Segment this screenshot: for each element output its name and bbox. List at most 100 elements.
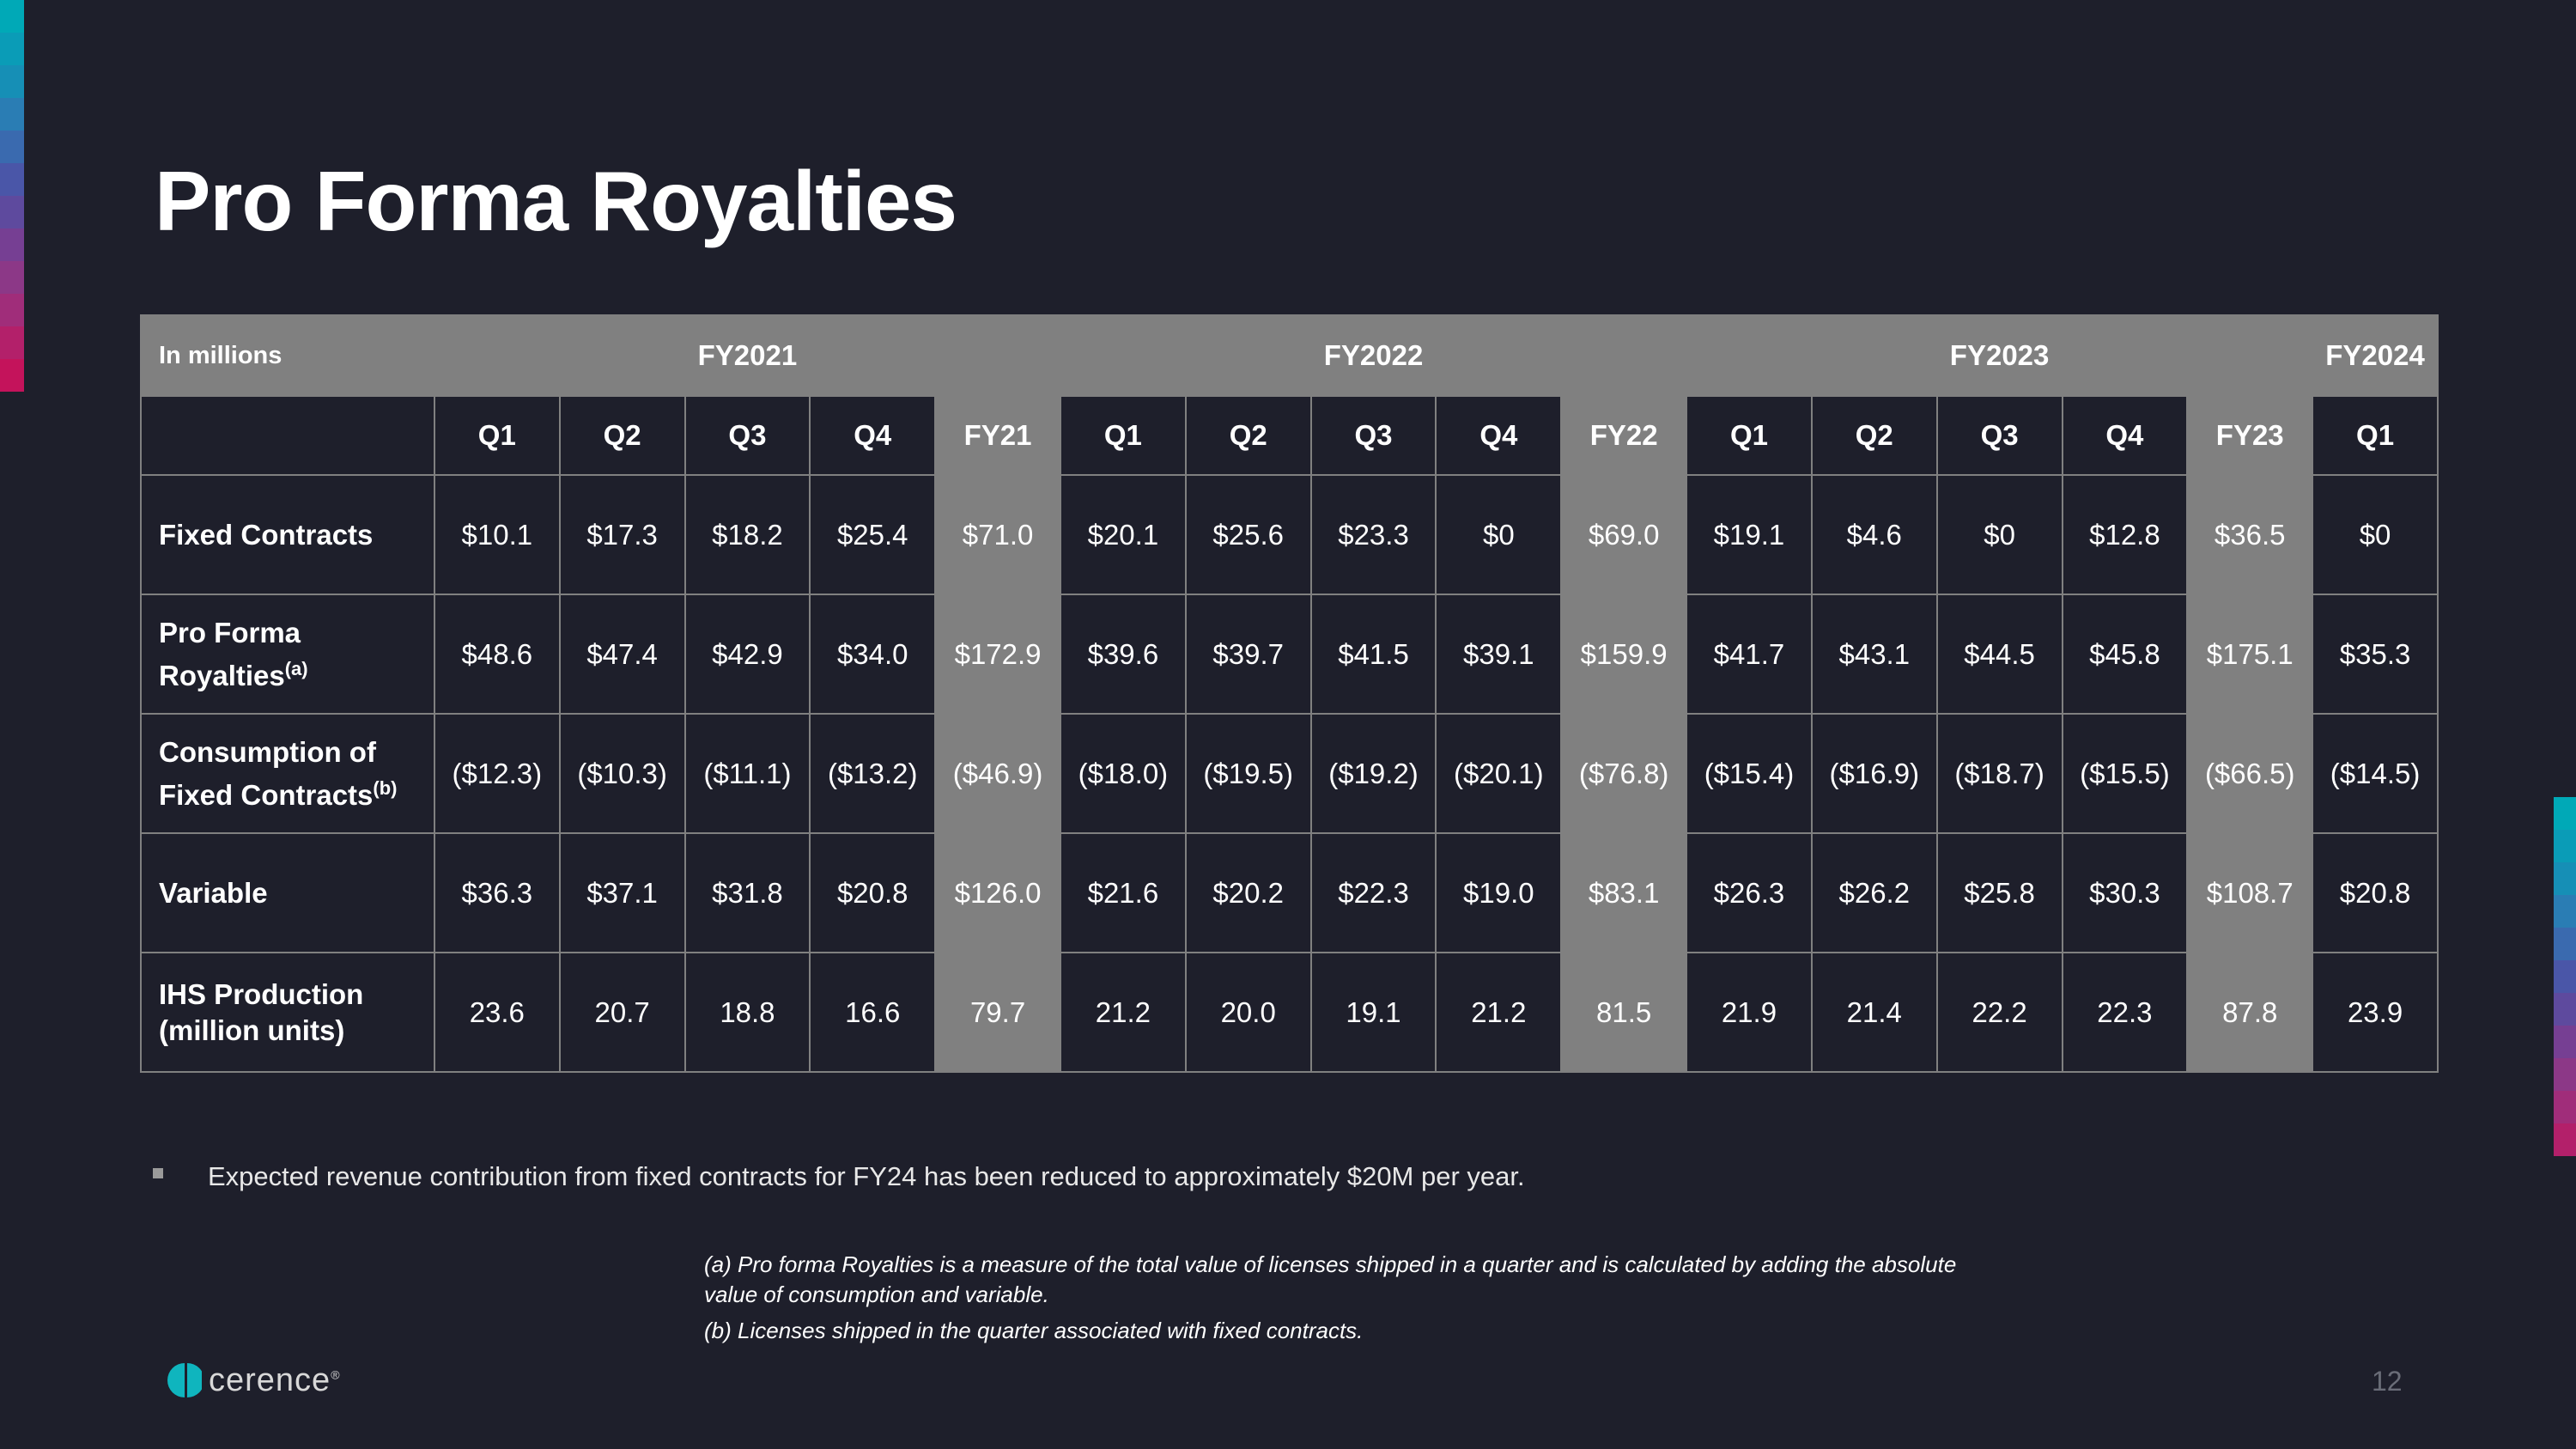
column-header: Q2	[1184, 395, 1312, 476]
row-label-text: Pro Forma Royalties	[159, 616, 301, 691]
table-cell: 20.7	[558, 952, 686, 1073]
table-cell: $159.9	[1560, 594, 1688, 715]
row-label-text: Variable	[159, 876, 268, 909]
row-label-text: Fixed Contracts	[159, 518, 374, 551]
table-cell: ($10.3)	[558, 713, 686, 834]
table-cell: $26.2	[1810, 832, 1938, 953]
table-cell: $22.3	[1309, 832, 1437, 953]
table-cell: $4.6	[1810, 474, 1938, 595]
table-cell: 87.8	[2186, 952, 2314, 1073]
column-header: Q4	[2061, 395, 2189, 476]
footnote-a: (a) Pro forma Royalties is a measure of …	[704, 1251, 1957, 1307]
table-cell: $19.0	[1435, 832, 1563, 953]
table-cell: $43.1	[1810, 594, 1938, 715]
table-cell: ($14.5)	[2312, 713, 2439, 834]
slide-title: Pro Forma Royalties	[155, 154, 957, 248]
column-header: Q2	[1810, 395, 1938, 476]
footnotes: (a) Pro forma Royalties is a measure of …	[704, 1250, 1992, 1346]
table-cell: $31.8	[683, 832, 811, 953]
column-header: Q1	[2312, 395, 2439, 476]
row-variable: Variable $36.3 $37.1 $31.8 $20.8 $126.0 $21.6 $…	[140, 832, 2439, 953]
table-cell: $126.0	[934, 832, 1061, 953]
cerence-logo: cerence®	[167, 1359, 341, 1402]
table-cell: $39.7	[1184, 594, 1312, 715]
row-pro-forma-royalties: Pro Forma Royalties(a) $48.6 $47.4 $42.9 $34…	[140, 594, 2439, 715]
table-cell: $39.1	[1435, 594, 1563, 715]
strip-segment	[0, 261, 24, 294]
table-cell: ($12.3)	[433, 713, 561, 834]
strip-segment	[2554, 862, 2576, 895]
right-color-strip	[2554, 797, 2576, 1156]
row-label: IHS Production (million units)	[140, 952, 435, 1073]
table-cell: $172.9	[934, 594, 1061, 715]
footnote-marker: (a)	[284, 657, 308, 679]
strip-segment	[0, 65, 24, 98]
table-cell: $36.5	[2186, 474, 2314, 595]
table-cell: $34.0	[809, 594, 937, 715]
table-cell: 20.0	[1184, 952, 1312, 1073]
table-cell: 23.6	[433, 952, 561, 1073]
strip-segment	[2554, 993, 2576, 1026]
left-color-strip	[0, 0, 24, 392]
bullet-text: Expected revenue contribution from fixed…	[208, 1161, 1525, 1191]
table-cell: $20.8	[809, 832, 937, 953]
table-cell: $19.1	[1686, 474, 1813, 595]
table-cell: $20.2	[1184, 832, 1312, 953]
bullet-marker	[153, 1167, 163, 1178]
year-header-row: In millions FY2021 FY2022 FY2023 FY2024	[140, 314, 2439, 397]
strip-segment	[2554, 1058, 2576, 1091]
table-cell: 22.2	[1935, 952, 2063, 1073]
column-header: Q2	[558, 395, 686, 476]
cerence-logo-icon	[167, 1363, 202, 1397]
column-header: FY22	[1560, 395, 1688, 476]
table-cell: ($19.2)	[1309, 713, 1437, 834]
table-cell: $41.7	[1686, 594, 1813, 715]
row-fixed-contracts: Fixed Contracts $10.1 $17.3 $18.2 $25.4 $71.0…	[140, 474, 2439, 595]
table-cell: $44.5	[1935, 594, 2063, 715]
footnote-marker: (b)	[373, 776, 398, 799]
table-cell: $37.1	[558, 832, 686, 953]
table-cell: $10.1	[433, 474, 561, 595]
table-cell: $18.2	[683, 474, 811, 595]
row-consumption-fixed-contracts: Consumption of Fixed Contracts(b) ($12.3)…	[140, 713, 2439, 834]
strip-segment	[2554, 830, 2576, 862]
table-cell: $83.1	[1560, 832, 1688, 953]
strip-segment	[2554, 1026, 2576, 1058]
year-group-fy2023: FY2023	[1686, 314, 2314, 397]
table-cell: 18.8	[683, 952, 811, 1073]
table-cell: $39.6	[1059, 594, 1187, 715]
strip-segment	[0, 98, 24, 131]
row-ihs-production: IHS Production (million units) 23.6 20.7 18…	[140, 952, 2439, 1073]
table-cell: $36.3	[433, 832, 561, 953]
empty-header-cell	[140, 395, 435, 476]
table-cell: $20.8	[2312, 832, 2439, 953]
table-cell: $12.8	[2061, 474, 2189, 595]
table-cell: $41.5	[1309, 594, 1437, 715]
table-cell: ($15.5)	[2061, 713, 2189, 834]
table-cell: 79.7	[934, 952, 1061, 1073]
table-cell: 21.2	[1435, 952, 1563, 1073]
year-group-fy2022: FY2022	[1059, 314, 1688, 397]
strip-segment	[0, 0, 24, 33]
table-cell: ($46.9)	[934, 713, 1061, 834]
table-cell: ($11.1)	[683, 713, 811, 834]
page-number: 12	[2372, 1366, 2403, 1397]
year-group-fy2021: FY2021	[433, 314, 1061, 397]
table-cell: 21.4	[1810, 952, 1938, 1073]
table-cell: $21.6	[1059, 832, 1187, 953]
table-cell: ($18.0)	[1059, 713, 1187, 834]
table-cell: $175.1	[2186, 594, 2314, 715]
row-label-text: Consumption of Fixed Contracts	[159, 735, 376, 811]
quarter-header-row: Q1 Q2 Q3 Q4 FY21 Q1 Q2 Q3 Q4 FY22 Q1 Q2 Q3 Q4 FY23 Q1	[140, 395, 2439, 476]
table-cell: $25.6	[1184, 474, 1312, 595]
row-label: Consumption of Fixed Contracts(b)	[140, 713, 435, 834]
row-label: Fixed Contracts	[140, 474, 435, 595]
row-label: Pro Forma Royalties(a)	[140, 594, 435, 715]
table-cell: 21.9	[1686, 952, 1813, 1073]
table-cell: $48.6	[433, 594, 561, 715]
table-cell: ($76.8)	[1560, 713, 1688, 834]
table-cell: $17.3	[558, 474, 686, 595]
year-group-fy2024: FY2024	[2312, 314, 2439, 397]
table-cell: $30.3	[2061, 832, 2189, 953]
table-cell: $47.4	[558, 594, 686, 715]
